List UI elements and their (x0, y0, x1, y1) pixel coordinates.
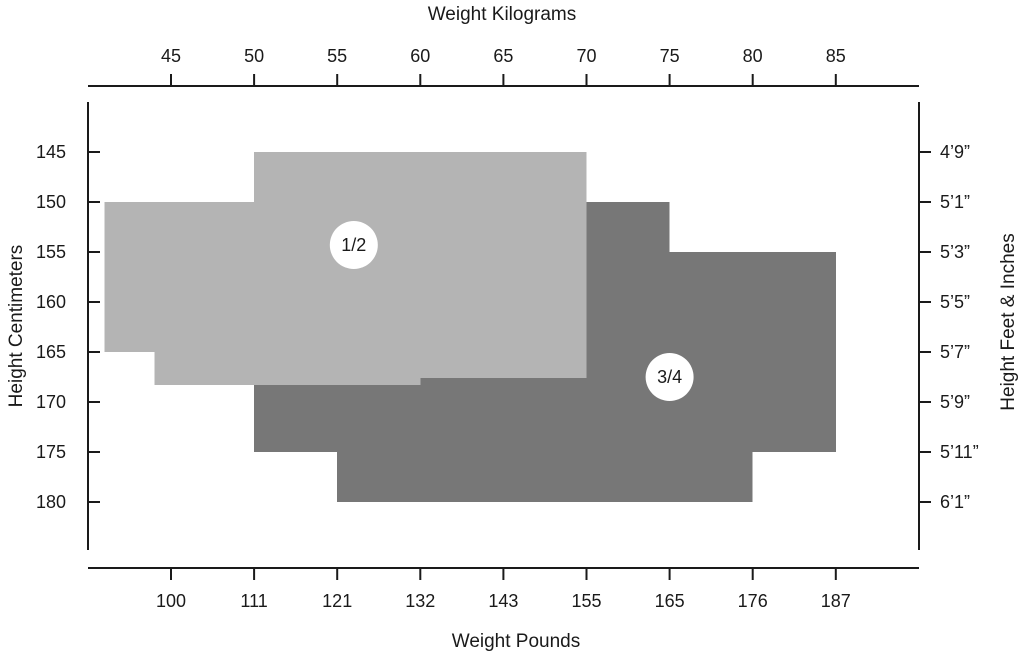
top-axis-tick-label: 70 (576, 46, 596, 66)
top-axis-tick-label: 55 (327, 46, 347, 66)
size-regions (104, 152, 836, 502)
top-axis-tick-label: 60 (410, 46, 430, 66)
right-axis-tick-label: 5’1” (940, 192, 970, 212)
bottom-axis-tick-label: 176 (738, 591, 768, 611)
top-axis-tick-label: 65 (493, 46, 513, 66)
right-axis-tick-label: 5’11” (940, 442, 979, 462)
size-badge-3-4 (645, 353, 694, 401)
bottom-axis-tick-label: 121 (322, 591, 352, 611)
region-1-2-block (254, 152, 587, 352)
right-axis-title: Height Feet & Inches (998, 233, 1019, 410)
left-axis-tick-label: 180 (36, 492, 66, 512)
region-1-2-block (254, 352, 421, 385)
right-axis-tick-label: 5’3” (940, 242, 970, 262)
bottom-axis-tick-label: 165 (655, 591, 685, 611)
top-axis-tick-label: 80 (743, 46, 763, 66)
left-axis-tick-label: 165 (36, 342, 66, 362)
region-1-2-block (420, 352, 587, 378)
right-axis-tick-label: 4’9” (940, 142, 970, 162)
top-axis-title: Weight Kilograms (428, 4, 577, 25)
size-label-3-4: 3/4 (657, 367, 682, 387)
region-1-2-block (104, 202, 255, 352)
bottom-axis-tick-label: 111 (240, 591, 267, 611)
top-axis-tick-label: 45 (161, 46, 181, 66)
region-3-4-block (586, 252, 836, 452)
left-axis-title: Height Centimeters (6, 245, 27, 408)
left-axis-tick-label: 160 (36, 292, 66, 312)
region-3-4-block (337, 452, 753, 502)
top-axis-tick-label: 75 (660, 46, 680, 66)
right-axis-tick-label: 5’7” (940, 342, 970, 362)
left-axis-tick-label: 150 (36, 192, 66, 212)
left-axis-tick-label: 170 (36, 392, 66, 412)
bottom-axis-tick-label: 143 (488, 591, 518, 611)
region-3-4-block (420, 377, 587, 452)
top-axis-tick-label: 85 (826, 46, 846, 66)
bottom-axis-tick-label: 100 (156, 591, 186, 611)
left-axis-tick-label: 175 (36, 442, 66, 462)
right-axis-tick-label: 6’1” (940, 492, 970, 512)
left-axis-tick-label: 155 (36, 242, 66, 262)
region-3-4-block (586, 202, 670, 252)
left-axis-tick-label: 145 (36, 142, 66, 162)
bottom-axis-tick-label: 155 (571, 591, 601, 611)
top-axis-tick-label: 50 (244, 46, 264, 66)
right-axis-tick-label: 5’5” (940, 292, 970, 312)
region-3-4 (254, 202, 836, 502)
region-1-2 (104, 152, 587, 385)
size-labels: 3/4 1/2 (329, 221, 694, 401)
size-badge-1-2 (329, 221, 378, 269)
bottom-axis-tick-label: 187 (821, 591, 851, 611)
bottom-axis-tick-label: 132 (405, 591, 435, 611)
axis-ticks: 45 50 55 60 65 70 75 80 85 100 111 121 132 143 155 165 1… (36, 46, 979, 611)
size-label-1-2: 1/2 (341, 235, 366, 255)
bottom-axis-title: Weight Pounds (452, 631, 581, 652)
right-axis-tick-label: 5’9” (940, 392, 970, 412)
